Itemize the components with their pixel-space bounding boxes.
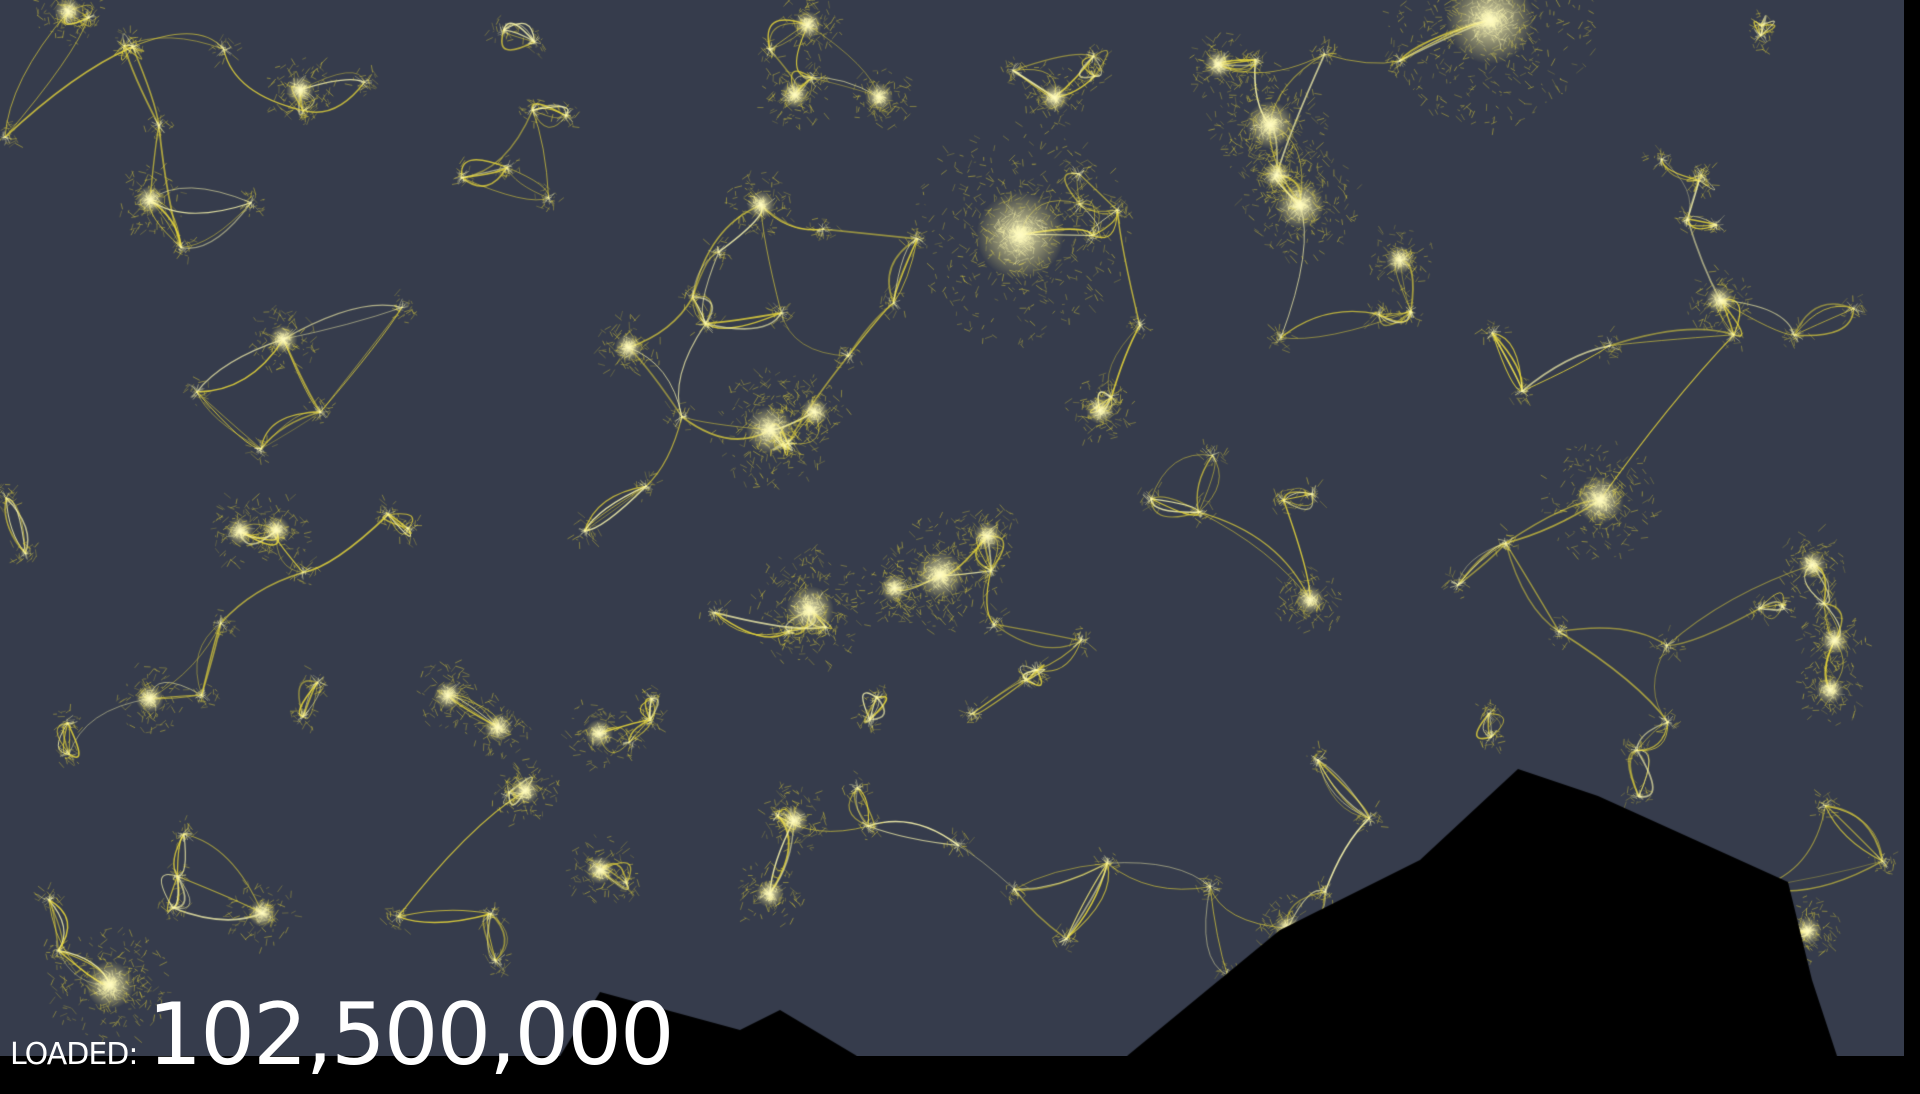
loaded-label: LOADED: (10, 1037, 139, 1072)
loaded-count: 102,500,000 (147, 985, 675, 1085)
loaded-counter: LOADED: 102,500,000 (10, 985, 675, 1085)
map-canvas[interactable] (0, 0, 1904, 1056)
